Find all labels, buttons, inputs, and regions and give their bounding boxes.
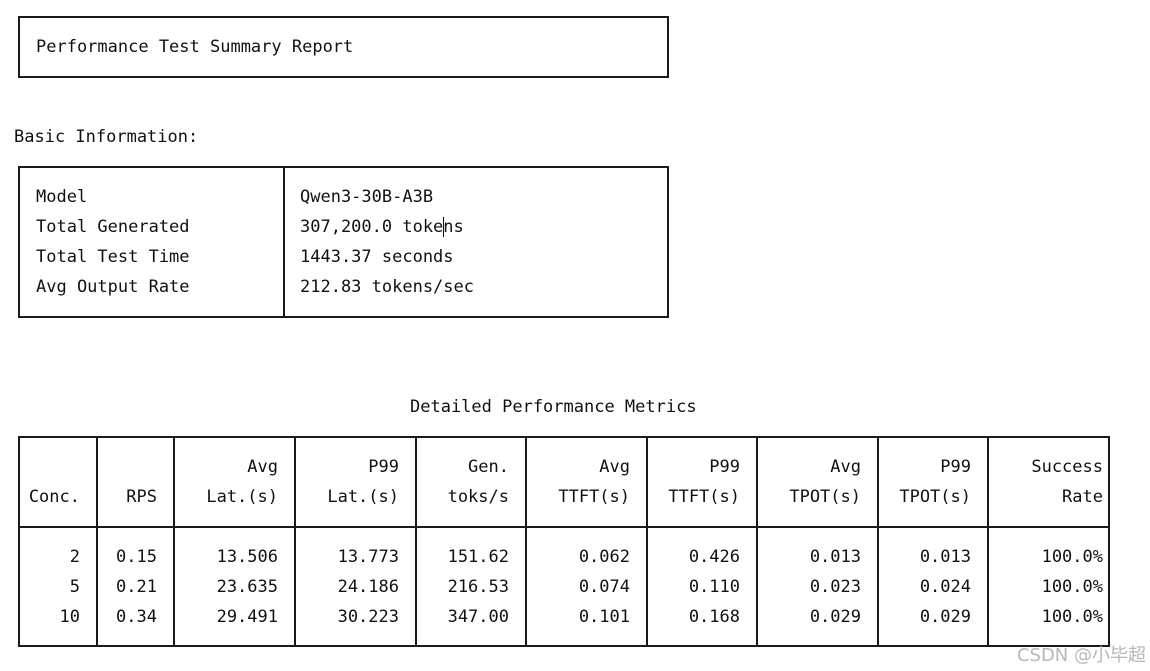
report-title: Performance Test Summary Report [36,37,354,57]
metrics-cell: 100.0% [1041,577,1103,597]
metrics-column-divider [877,436,879,647]
info-label-avg-output-rate: Avg Output Rate [36,277,190,297]
report-title-box [18,16,669,78]
info-value-total-test-time: 1443.37 seconds [300,247,454,267]
metrics-title: Detailed Performance Metrics [410,397,697,417]
metrics-header-line1: P99 [368,457,399,477]
basic-info-table [18,166,669,318]
basic-info-heading: Basic Information: [14,127,199,147]
metrics-cell: 100.0% [1041,607,1103,627]
metrics-cell: 0.023 [809,577,861,597]
metrics-cell: 13.506 [216,547,278,567]
metrics-cell: 0.024 [919,577,971,597]
metrics-cell: 0.074 [578,577,630,597]
metrics-cell: 0.15 [116,547,157,567]
metrics-column-divider [96,436,98,647]
metrics-header-line1: Avg [830,457,861,477]
info-value-total-generated: 307,200.0 tokens [300,217,464,237]
metrics-header-line1: P99 [709,457,740,477]
metrics-header-line2: Rate [1062,487,1103,507]
basic-info-divider [283,166,285,318]
metrics-column-divider [173,436,175,647]
metrics-cell: 13.773 [337,547,399,567]
metrics-cell: 0.013 [809,547,861,567]
metrics-header-line1: Gen. [468,457,509,477]
metrics-cell: 0.101 [578,607,630,627]
metrics-header-line2: Lat.(s) [327,487,399,507]
metrics-header-line1: Avg [599,457,630,477]
metrics-cell: 0.21 [116,577,157,597]
metrics-cell: 0.168 [688,607,740,627]
metrics-cell: 29.491 [216,607,278,627]
metrics-column-divider [525,436,527,647]
metrics-header-separator [18,526,1110,528]
metrics-header-line1: Avg [247,457,278,477]
metrics-header-line2: RPS [126,487,157,507]
metrics-cell: 0.062 [578,547,630,567]
metrics-cell: 0.110 [688,577,740,597]
metrics-header-line1: Success [1031,457,1103,477]
metrics-cell: 24.186 [337,577,399,597]
metrics-cell: 2 [69,547,80,567]
metrics-cell: 0.013 [919,547,971,567]
metrics-cell: 216.53 [447,577,509,597]
metrics-column-divider [756,436,758,647]
info-value-avg-output-rate: 212.83 tokens/sec [300,277,474,297]
metrics-cell: 5 [69,577,80,597]
metrics-cell: 347.00 [447,607,509,627]
metrics-cell: 23.635 [216,577,278,597]
metrics-cell: 151.62 [447,547,509,567]
metrics-column-divider [987,436,989,647]
metrics-cell: 10 [59,607,80,627]
metrics-cell: 0.426 [688,547,740,567]
metrics-header-line2: TTFT(s) [558,487,630,507]
metrics-cell: 0.34 [116,607,157,627]
metrics-header-line2: TTFT(s) [668,487,740,507]
metrics-cell: 0.029 [919,607,971,627]
metrics-header-line2: TPOT(s) [899,487,971,507]
metrics-table [18,436,1110,647]
metrics-header-line1: P99 [940,457,971,477]
metrics-column-divider [294,436,296,647]
metrics-cell: 0.029 [809,607,861,627]
metrics-header-line2: toks/s [447,487,509,507]
metrics-column-divider [415,436,417,647]
metrics-header-line2: Lat.(s) [206,487,278,507]
metrics-cell: 100.0% [1041,547,1103,567]
metrics-column-divider [646,436,648,647]
metrics-cell: 30.223 [337,607,399,627]
metrics-header-line2: Conc. [28,487,80,507]
info-label-total-test-time: Total Test Time [36,247,190,267]
info-label-total-generated: Total Generated [36,217,190,237]
info-label-model: Model [36,187,88,207]
info-value-model: Qwen3-30B-A3B [300,187,434,207]
text-cursor [443,217,444,237]
metrics-header-line2: TPOT(s) [789,487,861,507]
watermark: CSDN @小毕超 [1016,645,1146,666]
